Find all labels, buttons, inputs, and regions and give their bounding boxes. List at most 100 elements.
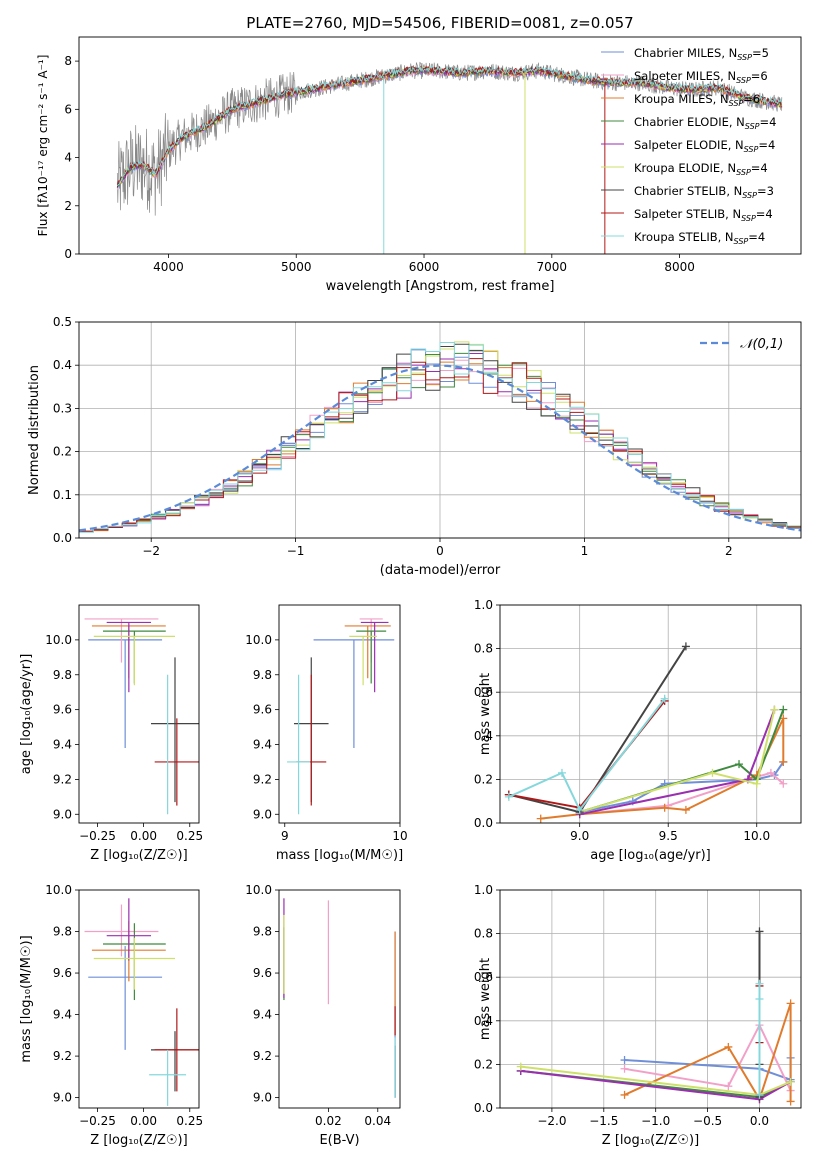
age_vs_mass-y-tick-label: 9.6 <box>253 703 272 717</box>
legend-label-part: Chabrier STELIB, N <box>634 184 742 198</box>
spectrum-y-tick-label: 4 <box>64 151 72 165</box>
weight_vs_age-y-tick-label: 0.2 <box>474 772 493 786</box>
spectrum-x-tick-label: 4000 <box>153 260 184 274</box>
age_vs_Z-x-axis-label: Z [log₁₀(Z/Z☉)] <box>90 848 187 863</box>
mass_vs_ebv-x-tick-label: 0.04 <box>364 1114 391 1128</box>
residuals-y-tick-label: 0.1 <box>53 488 72 502</box>
age_vs_Z-frame <box>78 604 200 824</box>
legend-label-subscript: SSP <box>736 76 751 85</box>
legend-label-part: =6 <box>743 92 760 106</box>
spectrum-y-tick-label: 2 <box>64 199 72 213</box>
legend-label-part: =4 <box>756 207 773 221</box>
mass_vs_Z-y-tick-label: 9.0 <box>53 1091 72 1105</box>
weight_vs_age-series-marker <box>735 760 744 769</box>
age_vs_Z-y-axis-label: age [log₁₀(age/yr)] <box>19 654 34 775</box>
residuals-y-axis-label: Normed distribution <box>27 365 42 495</box>
mass_vs_ebv-y-tick-label: 9.4 <box>253 1008 272 1022</box>
legend-label-subscript: SSP <box>736 168 751 177</box>
weight_vs_Z-y-axis-label: mass weight <box>478 958 493 1040</box>
weight_vs_age-x-tick-label: 9.0 <box>570 829 589 843</box>
spectrum-y-tick-label: 6 <box>64 102 72 116</box>
mass_vs_Z-x-tick-label: −0.25 <box>79 1114 116 1128</box>
weight_vs_age-series-line <box>579 761 785 814</box>
age_vs_Z-y-tick-label: 10.0 <box>45 633 72 647</box>
spectrum-legend-label: Kroupa ELODIE, NSSP=4 <box>634 161 768 177</box>
mass_vs_ebv-y-tick-label: 9.6 <box>253 966 272 980</box>
spectrum-frame <box>78 36 802 255</box>
legend-label-part: =4 <box>760 115 777 129</box>
legend-label-part: =4 <box>758 138 775 152</box>
spectrum-y-tick-label: 0 <box>64 247 72 261</box>
spectrum-axes: 4000 5000 6000 7000 8000 0 2 4 6 8 wavelength [Ang… <box>36 54 695 294</box>
weight_vs_age-y-tick-label: 0.0 <box>474 816 493 830</box>
age_vs_mass-x-axis-label: mass [log₁₀(M/M☉)] <box>276 848 403 863</box>
weight_vs_age-series-marker <box>660 803 669 812</box>
weight_vs_age-series-marker <box>752 779 761 788</box>
legend-label-subscript: SSP <box>741 214 756 223</box>
legend-label-part: Chabrier MILES, N <box>634 46 737 60</box>
legend-label-part: =5 <box>752 46 769 60</box>
legend-label-part: Kroupa ELODIE, N <box>634 161 736 175</box>
weight_vs_Z-series-marker <box>620 1090 629 1099</box>
weight_vs_age-series-marker <box>504 792 513 801</box>
spectrum-y-axis-label: Flux [fλ10⁻¹⁷ erg cm⁻² s⁻¹ A⁻¹] <box>36 55 50 237</box>
mass_vs_ebv-y-tick-label: 9.8 <box>253 925 272 939</box>
residuals-x-tick-label: 0 <box>436 544 444 558</box>
age_vs_mass-y-tick-label: 9.8 <box>253 668 272 682</box>
residuals-x-axis-label: (data-model)/error <box>380 563 501 578</box>
age_vs_mass-x-tick-label: 10 <box>392 829 407 843</box>
spectrum-legend-label: Salpeter ELODIE, NSSP=4 <box>634 138 775 154</box>
weight_vs_Z-y-tick-label: 0.0 <box>474 1101 493 1115</box>
weight_vs_age-series-marker <box>660 694 669 703</box>
legend-label-part: =3 <box>757 184 774 198</box>
weight_vs_age-y-tick-label: 0.6 <box>474 685 493 699</box>
weight_vs_age-series-marker <box>681 642 690 651</box>
weight_vs_Z-series-marker <box>620 1064 629 1073</box>
mass_vs_ebv-x-tick-label: 0.02 <box>315 1114 342 1128</box>
residuals-y-tick-label: 0.0 <box>53 531 72 545</box>
weight_vs_age-x-axis-label: age [log₁₀(age/yr)] <box>590 848 711 863</box>
weight_vs_Z-series-marker <box>755 1090 764 1099</box>
weight_vs_Z-series-marker <box>755 995 764 1003</box>
age_vs_Z-y-tick-label: 9.2 <box>53 772 72 786</box>
age_vs_mass-y-tick-label: 9.0 <box>253 807 272 821</box>
weight_vs_age-series-marker <box>536 814 545 823</box>
weight_vs_Z-x-tick-label: −1.5 <box>589 1114 618 1128</box>
mass_vs_Z-y-tick-label: 10.0 <box>45 883 72 897</box>
age_vs_Z-y-tick-label: 9.8 <box>53 668 72 682</box>
weight_vs_age-x-tick-label: 9.5 <box>659 829 678 843</box>
legend-label-part: =4 <box>751 161 768 175</box>
weight_vs_Z-axes: −2.0 −1.5 −1.0 −0.5 0.0 0.0 0.2 0.4 0.6 0.8 1.0 Z [… <box>474 883 801 1148</box>
legend-label-part: Salpeter MILES, N <box>634 69 736 83</box>
mass_vs_Z-points-group <box>84 898 199 1106</box>
weight_vs_age-series-line <box>579 709 776 814</box>
mass_vs_Z-frame <box>78 889 200 1109</box>
spectrum-legend-label: Kroupa STELIB, NSSP=4 <box>634 230 765 246</box>
residuals-y-tick-label: 0.5 <box>53 315 72 329</box>
spectrum-legend-label: Kroupa MILES, NSSP=6 <box>634 92 760 108</box>
spectrum-legend-label: Salpeter MILES, NSSP=6 <box>634 69 768 85</box>
weight_vs_Z-x-tick-label: −0.5 <box>693 1114 722 1128</box>
weight_vs_age-series-marker <box>770 705 779 714</box>
weight_vs_Z-y-tick-label: 1.0 <box>474 883 493 897</box>
residual-histogram-line <box>79 342 801 533</box>
weight_vs_Z-y-tick-label: 0.6 <box>474 970 493 984</box>
mass_vs_Z-y-tick-label: 9.2 <box>53 1049 72 1063</box>
spectrum-x-tick-label: 6000 <box>409 260 440 274</box>
age_vs_Z-points-group <box>84 618 199 815</box>
age_vs_Z-x-tick-label: 0.00 <box>130 829 157 843</box>
spectrum-x-tick-label: 5000 <box>281 260 312 274</box>
weight_vs_age-series-group <box>504 642 788 823</box>
residuals-y-tick-label: 0.4 <box>53 358 72 372</box>
figure-title: PLATE=2760, MJD=54506, FIBERID=0081, z=0… <box>246 14 633 32</box>
spectrum-legend-label: Salpeter STELIB, NSSP=4 <box>634 207 773 223</box>
residuals-y-tick-label: 0.2 <box>53 445 72 459</box>
weight_vs_age-y-tick-label: 0.4 <box>474 729 493 743</box>
plot-layer: 4000 5000 6000 7000 8000 0 2 4 6 8 wavelength [Ang… <box>19 36 802 1148</box>
legend-label-part: =4 <box>748 230 765 244</box>
age_vs_mass-frame <box>278 604 401 824</box>
weight_vs_age-series-marker <box>681 805 690 814</box>
age_vs_Z-y-tick-label: 9.4 <box>53 738 72 752</box>
weight_vs_age-series-marker <box>766 768 775 777</box>
